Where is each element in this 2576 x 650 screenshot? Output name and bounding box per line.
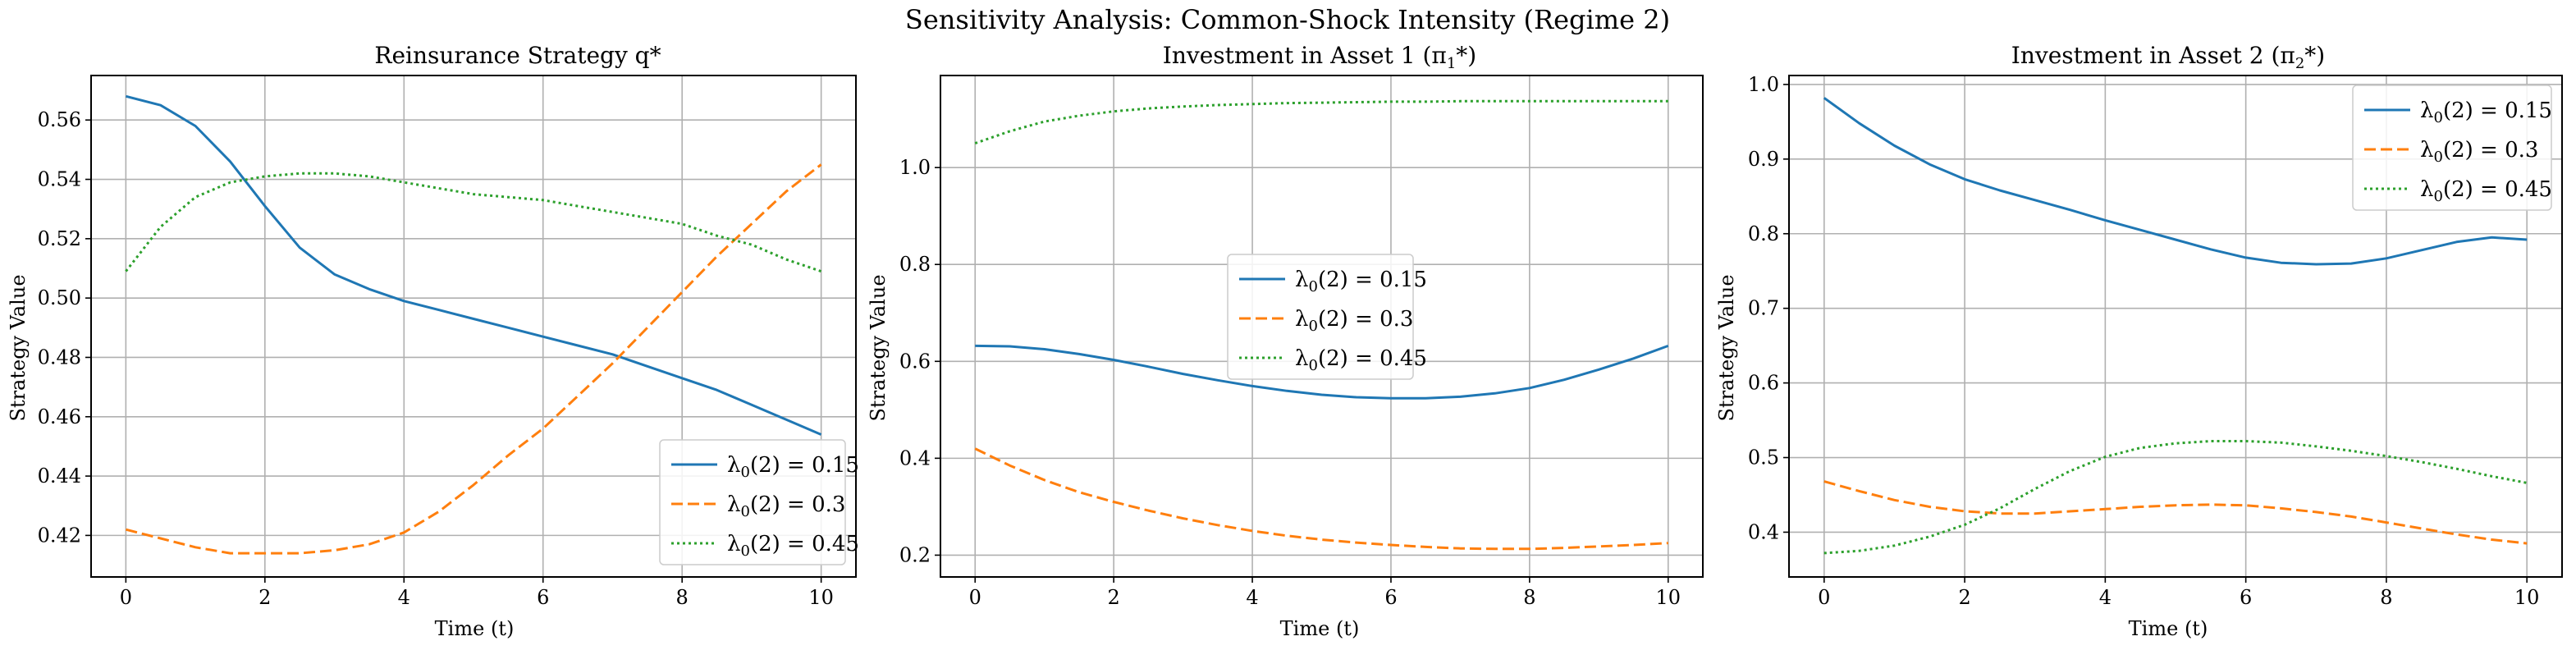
y-tick-label: 0.6 xyxy=(899,350,931,373)
x-axis-label: Time (t) xyxy=(2129,617,2208,640)
x-tick-label: 4 xyxy=(1246,586,1258,609)
y-tick-label: 0.52 xyxy=(38,227,81,250)
legend-label-1: λ0(2) = 0.15 xyxy=(1295,268,1427,295)
panel-reinsurance: Reinsurance Strategy q* Time (t) Strateg… xyxy=(7,42,859,640)
legend-label-2: λ0(2) = 0.3 xyxy=(1295,307,1413,335)
y-axis-label: Strategy Value xyxy=(7,274,30,421)
x-tick-label: 4 xyxy=(2099,586,2112,609)
legend-box xyxy=(659,439,846,565)
figure-title: Sensitivity Analysis: Common-Shock Inten… xyxy=(905,4,1670,35)
y-tick-label: 0.9 xyxy=(1748,148,1779,171)
legend-label-1: λ0(2) = 0.15 xyxy=(727,453,859,481)
series-line-1 xyxy=(1823,97,2528,266)
panel-asset-1: Investment in Asset 1 (π1*) Time (t) Str… xyxy=(867,42,1704,640)
legend-label-3: λ0(2) = 0.45 xyxy=(2420,177,2552,205)
y-tick-label: 0.42 xyxy=(38,524,81,547)
y-tick-label: 0.8 xyxy=(1748,222,1779,245)
x-tick-label: 6 xyxy=(2240,586,2252,609)
legend-label-2: λ0(2) = 0.3 xyxy=(2420,138,2538,166)
y-tick-label: 0.7 xyxy=(1748,297,1779,320)
legend-label-1: λ0(2) = 0.15 xyxy=(2420,98,2552,126)
series-line-1 xyxy=(126,94,822,436)
y-tick-label: 0.4 xyxy=(1748,520,1779,543)
plot-frame xyxy=(90,75,857,578)
x-tick-label: 8 xyxy=(2380,586,2392,609)
series-line-2 xyxy=(1823,480,2528,545)
x-tick-label: 0 xyxy=(120,586,132,609)
y-tick-label: 1.0 xyxy=(899,156,931,179)
x-tick-label: 4 xyxy=(398,586,410,609)
y-axis-label: Strategy Value xyxy=(1715,274,1738,421)
plot-frame xyxy=(940,75,1704,578)
x-tick-label: 6 xyxy=(537,586,549,609)
y-tick-label: 0.4 xyxy=(899,446,931,469)
x-tick-label: 2 xyxy=(1958,586,1970,609)
legend: λ0(2) = 0.15 λ0(2) = 0.3 λ0(2) = 0.45 xyxy=(659,439,859,565)
x-tick-label: 0 xyxy=(969,586,981,609)
x-axis-label: Time (t) xyxy=(435,617,515,640)
panel-title: Reinsurance Strategy q* xyxy=(374,42,661,69)
y-tick-label: 0.54 xyxy=(38,168,81,191)
panel-title: Investment in Asset 2 (π2*) xyxy=(2011,42,2325,72)
legend-box xyxy=(2352,85,2552,211)
x-axis-label: Time (t) xyxy=(1280,617,1360,640)
series-line-1 xyxy=(975,344,1669,400)
series-line-2 xyxy=(974,447,1668,551)
y-tick-label: 0.46 xyxy=(38,405,81,428)
x-tick-label: 2 xyxy=(1107,586,1119,609)
legend: λ0(2) = 0.15 λ0(2) = 0.3 λ0(2) = 0.45 xyxy=(2352,85,2552,211)
y-tick-label: 0.5 xyxy=(1748,446,1779,469)
legend-label-3: λ0(2) = 0.45 xyxy=(1295,346,1427,374)
y-tick-label: 0.44 xyxy=(38,465,81,488)
plot-frame xyxy=(1788,75,2563,578)
legend-box xyxy=(1227,254,1414,380)
panel-asset-2: Investment in Asset 2 (π2*) Time (t) Str… xyxy=(1715,42,2563,640)
legend-label-2: λ0(2) = 0.3 xyxy=(727,492,845,520)
x-tick-label: 8 xyxy=(676,586,689,609)
x-tick-label: 10 xyxy=(1655,586,1681,609)
panel-title: Investment in Asset 1 (π1*) xyxy=(1163,42,1476,72)
legend: λ0(2) = 0.15 λ0(2) = 0.3 λ0(2) = 0.45 xyxy=(1227,254,1427,380)
x-tick-label: 6 xyxy=(1384,586,1397,609)
y-tick-label: 0.6 xyxy=(1748,372,1779,395)
y-tick-label: 0.2 xyxy=(899,543,931,566)
series-line-3 xyxy=(974,99,1668,145)
y-tick-label: 1.0 xyxy=(1748,73,1779,96)
legend-label-3: λ0(2) = 0.45 xyxy=(727,532,859,560)
x-tick-label: 10 xyxy=(2514,586,2540,609)
x-tick-label: 0 xyxy=(1818,586,1830,609)
y-tick-label: 0.56 xyxy=(38,108,81,131)
x-tick-label: 8 xyxy=(1523,586,1535,609)
y-axis-label: Strategy Value xyxy=(867,274,890,421)
series-line-3 xyxy=(125,172,822,273)
x-tick-label: 10 xyxy=(808,586,834,609)
y-tick-label: 0.8 xyxy=(899,253,931,276)
series-line-2 xyxy=(126,163,822,555)
y-tick-label: 0.50 xyxy=(38,286,81,309)
y-tick-label: 0.48 xyxy=(38,346,81,368)
x-tick-label: 2 xyxy=(259,586,271,609)
